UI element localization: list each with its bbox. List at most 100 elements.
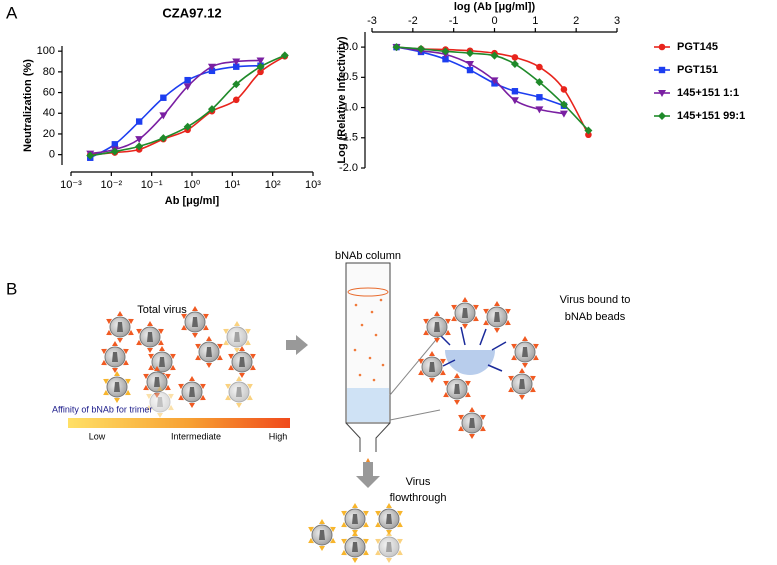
label: flowthrough	[390, 492, 447, 504]
x-tick-label: 10⁻¹	[141, 179, 163, 191]
y-tick-label: 0.0	[343, 41, 358, 53]
x-axis-label: Ab [μg/ml]	[165, 195, 220, 207]
x-tick-label: 10⁻²	[100, 179, 122, 191]
y-tick-label: 100	[37, 45, 55, 57]
marker	[510, 60, 519, 69]
marker	[535, 106, 544, 114]
x-tick-label: 2	[573, 15, 579, 27]
x-tick-label: 10¹	[224, 179, 240, 191]
y-tick-label: 80	[43, 66, 55, 78]
marker	[417, 44, 425, 53]
marker	[560, 86, 568, 93]
marker	[257, 68, 264, 76]
marker	[256, 57, 265, 65]
marker	[256, 62, 265, 71]
legend-label: 145+151 1:1	[677, 87, 739, 99]
series-line	[396, 46, 589, 132]
gradient-bar	[68, 418, 290, 428]
x-tick-label: 0	[491, 15, 497, 27]
arrow	[286, 335, 308, 355]
marker	[159, 134, 168, 143]
marker	[207, 63, 216, 71]
x-axis-label: log (Ab [μg/ml])	[454, 1, 536, 13]
marker	[135, 136, 144, 144]
x-tick-label: 10⁻³	[60, 179, 82, 191]
label: Low	[89, 431, 106, 441]
marker	[392, 43, 401, 52]
label: High	[269, 431, 288, 441]
virus-group	[100, 306, 258, 418]
bead	[417, 297, 541, 439]
marker	[110, 147, 119, 156]
legend-label: 145+151 99:1	[677, 110, 745, 122]
label: Total virus	[137, 304, 187, 316]
marker	[208, 67, 216, 75]
x-tick-label: 10²	[265, 179, 281, 191]
marker	[466, 61, 474, 69]
label: bNAb beads	[565, 311, 626, 323]
y-tick-label: -2.0	[339, 162, 358, 174]
marker	[86, 151, 95, 160]
marker	[559, 100, 568, 109]
marker	[559, 110, 568, 118]
marker	[441, 47, 450, 56]
marker	[584, 126, 593, 135]
marker	[111, 141, 119, 148]
marker	[183, 122, 192, 131]
y-tick-label: 20	[43, 128, 55, 140]
x-tick-label: -1	[449, 15, 459, 27]
marker	[466, 66, 474, 74]
marker	[159, 112, 168, 120]
marker	[280, 51, 289, 60]
series-line	[90, 59, 261, 155]
marker	[135, 118, 143, 125]
marker	[207, 105, 216, 114]
label: Affinity of bNAb for trimer	[52, 404, 152, 414]
x-tick-label: -2	[408, 15, 418, 27]
label: Virus bound to	[560, 294, 631, 306]
marker	[184, 76, 191, 84]
y-tick-label: 40	[43, 107, 55, 119]
marker	[466, 49, 474, 58]
x-tick-label: 1	[532, 15, 538, 27]
arrow	[356, 462, 380, 488]
virus-group	[307, 503, 405, 563]
y-axis-label: Log (Relative Infectivity)	[336, 36, 348, 163]
legend-label: PGT145	[677, 41, 718, 53]
label: bNAb column	[335, 250, 401, 262]
marker	[536, 94, 543, 101]
marker	[510, 97, 519, 105]
marker	[511, 88, 519, 95]
chart-title: CZA97.12	[162, 5, 221, 20]
column	[345, 262, 391, 470]
marker	[535, 78, 544, 87]
marker	[490, 77, 499, 85]
y-tick-label: 0	[49, 149, 55, 161]
marker	[160, 94, 167, 101]
legend-label: PGT151	[677, 64, 718, 76]
label: Virus	[406, 476, 431, 488]
panel-label: A	[6, 3, 18, 22]
marker	[232, 80, 241, 89]
marker	[585, 131, 592, 139]
marker	[233, 63, 240, 70]
marker	[232, 96, 240, 104]
zoom-line	[389, 334, 441, 421]
marker	[232, 58, 241, 66]
marker	[442, 56, 449, 63]
y-tick-label: -1.0	[339, 101, 358, 113]
x-tick-label: 10⁰	[184, 179, 201, 191]
x-tick-label: 3	[614, 15, 620, 27]
label: Intermediate	[171, 431, 221, 441]
x-tick-label: -3	[367, 15, 377, 27]
series-line	[396, 46, 590, 136]
x-tick-label: 10³	[305, 179, 321, 191]
panel-label: B	[6, 279, 17, 298]
marker	[536, 63, 543, 71]
y-tick-label: -1.5	[339, 132, 358, 144]
marker	[511, 54, 519, 61]
marker	[135, 142, 144, 151]
marker	[490, 51, 499, 60]
y-axis-label: Neutralization (%)	[22, 59, 34, 152]
